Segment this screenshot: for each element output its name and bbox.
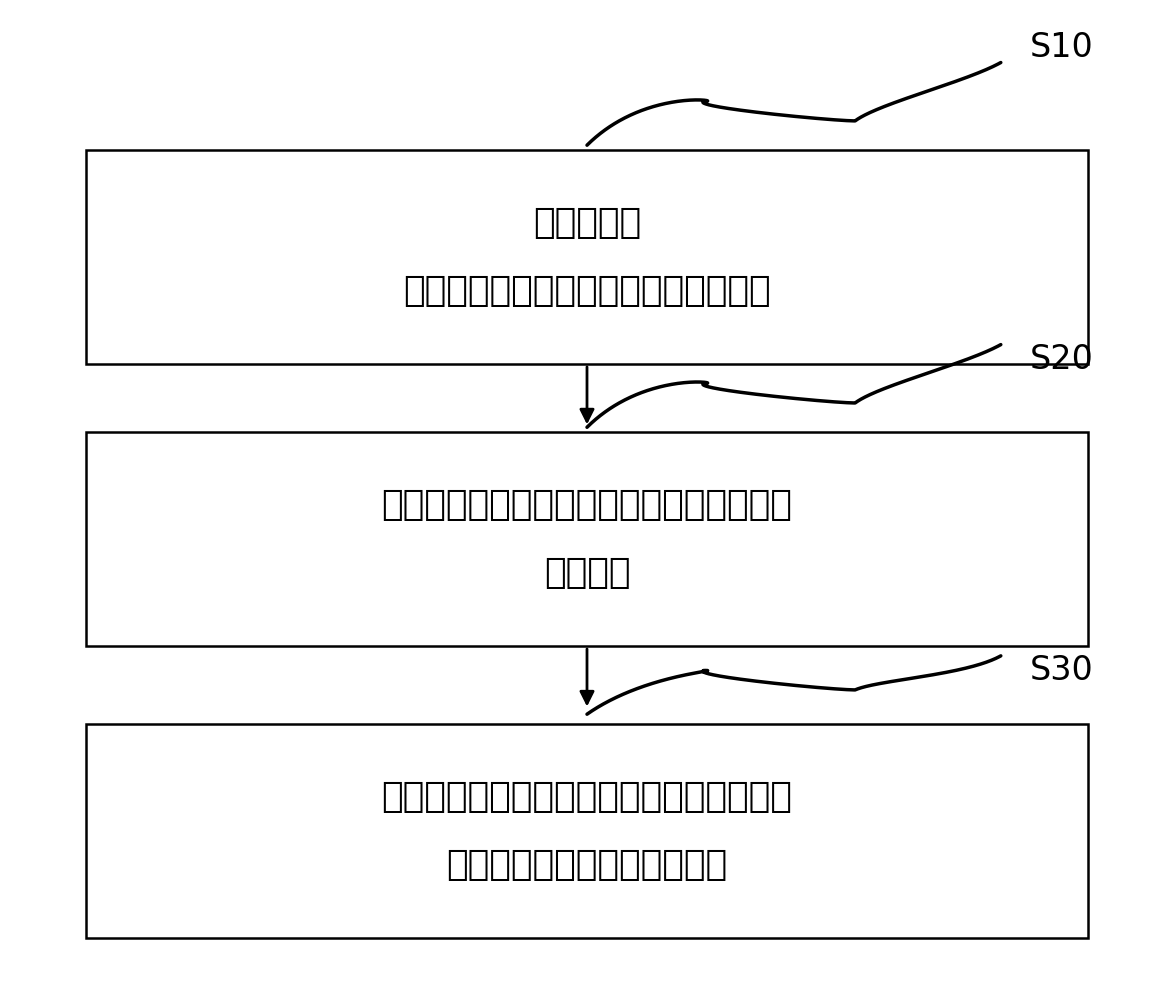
Text: 获取存储于: 获取存储于 [533, 206, 641, 240]
Text: S10: S10 [1030, 31, 1094, 65]
FancyBboxPatch shape [86, 433, 1088, 646]
Text: S30: S30 [1030, 654, 1094, 687]
Text: 根据所述待测油水混合物的介电常数获取所: 根据所述待测油水混合物的介电常数获取所 [382, 780, 792, 814]
Text: 依据所述电容值获取所述待测油脂混合物的: 依据所述电容值获取所述待测油脂混合物的 [382, 489, 792, 522]
FancyBboxPatch shape [86, 150, 1088, 364]
Text: 所述样品池中待测油脂混合物的电容值: 所述样品池中待测油脂混合物的电容值 [403, 274, 771, 308]
FancyBboxPatch shape [86, 724, 1088, 938]
Text: 介电常数: 介电常数 [544, 556, 630, 591]
Text: S20: S20 [1030, 342, 1094, 376]
Text: 述待测油水混合物的油脂含量: 述待测油水混合物的油脂含量 [446, 848, 728, 882]
